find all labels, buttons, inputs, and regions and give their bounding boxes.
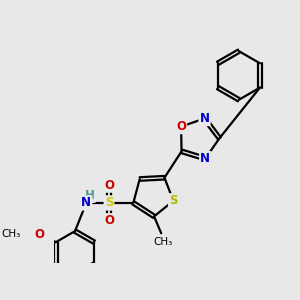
Text: N: N: [200, 112, 209, 125]
Text: O: O: [104, 178, 114, 192]
Text: S: S: [105, 196, 113, 209]
Text: O: O: [176, 120, 186, 133]
Text: CH₃: CH₃: [1, 229, 21, 239]
Text: N: N: [81, 196, 91, 209]
Text: H: H: [85, 189, 95, 202]
Text: CH₃: CH₃: [153, 237, 172, 247]
Text: O: O: [34, 227, 44, 241]
Text: O: O: [104, 214, 114, 227]
Text: N: N: [200, 152, 210, 165]
Text: S: S: [169, 194, 178, 207]
